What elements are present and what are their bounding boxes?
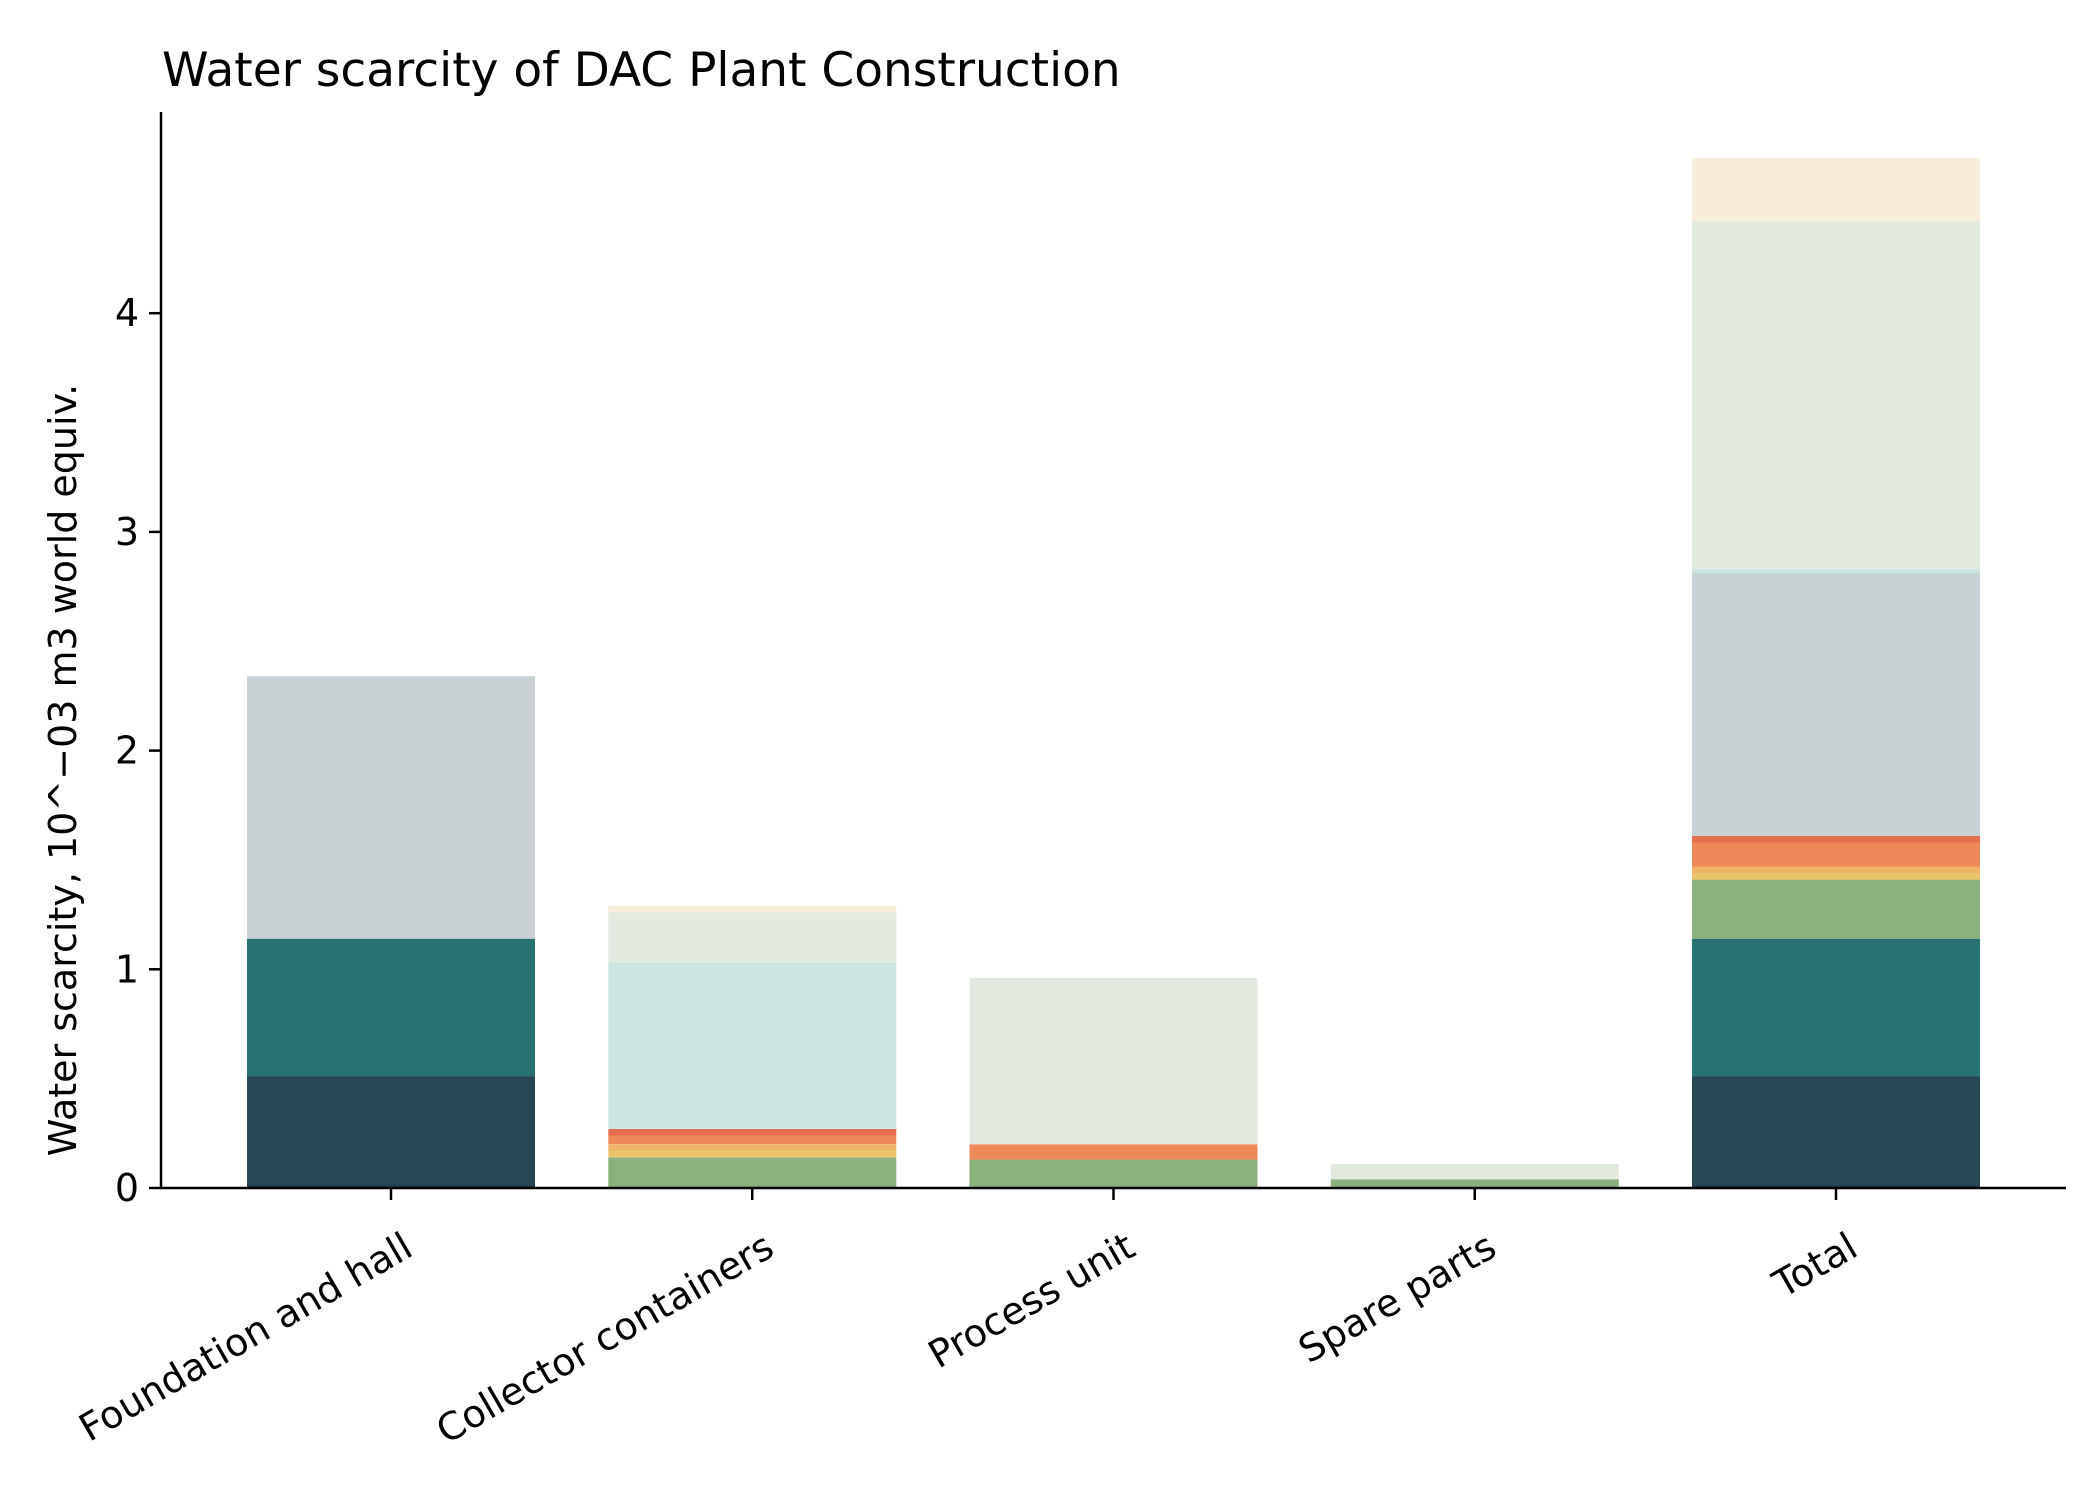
x-tick-label: Process unit — [921, 1224, 1142, 1377]
y-ticks: 0 1 2 3 4 — [115, 291, 161, 1210]
x-ticks: Foundation and hall Collector containers P… — [72, 1188, 1865, 1452]
bar-segment — [247, 938, 535, 1077]
x-tick-label: Collector containers — [429, 1224, 781, 1453]
bar-segment — [969, 1144, 1258, 1160]
x-tick-label: Total — [1765, 1224, 1865, 1307]
bar-segment — [1692, 569, 1980, 574]
bar-segment — [608, 1157, 897, 1188]
x-tick-label: Spare parts — [1291, 1224, 1503, 1372]
bar-segment — [1330, 1163, 1619, 1180]
bar-segment — [1692, 573, 1980, 836]
x-tick-label: Foundation and hall — [72, 1224, 420, 1450]
bar-segment — [608, 1144, 897, 1151]
bar-segment — [1692, 938, 1980, 1077]
bar-segment — [608, 962, 897, 1129]
bar-segment — [969, 1159, 1258, 1188]
bar-segment — [1692, 873, 1980, 880]
y-tick-label: 3 — [115, 510, 139, 554]
bar-segment — [608, 1150, 897, 1158]
bar-segment — [1692, 157, 1980, 222]
bar-segment — [608, 1135, 897, 1145]
bar-segment — [247, 1076, 535, 1188]
y-tick-label: 2 — [115, 729, 139, 773]
y-tick-label: 0 — [115, 1166, 139, 1210]
y-tick-label: 1 — [115, 947, 139, 991]
bar-segment — [1692, 835, 1980, 843]
bar-segment — [1692, 1076, 1980, 1188]
bar-segment — [1692, 221, 1980, 570]
bar-segment — [608, 905, 897, 913]
bar-segment — [1692, 866, 1980, 874]
y-tick-label: 4 — [115, 291, 139, 335]
bar-segment — [1692, 842, 1980, 867]
chart-title: Water scarcity of DAC Plant Construction — [162, 43, 1121, 98]
y-axis-label: Water scarcity, 10^−03 m3 world equiv. — [41, 384, 85, 1156]
bar-segment — [1692, 879, 1980, 939]
bar-segment — [969, 978, 1258, 1145]
bars-layer — [247, 157, 1980, 1188]
bar-segment — [1330, 1179, 1619, 1188]
bar-segment — [608, 912, 897, 963]
bar-segment — [247, 676, 535, 939]
bar-segment — [608, 1129, 897, 1136]
